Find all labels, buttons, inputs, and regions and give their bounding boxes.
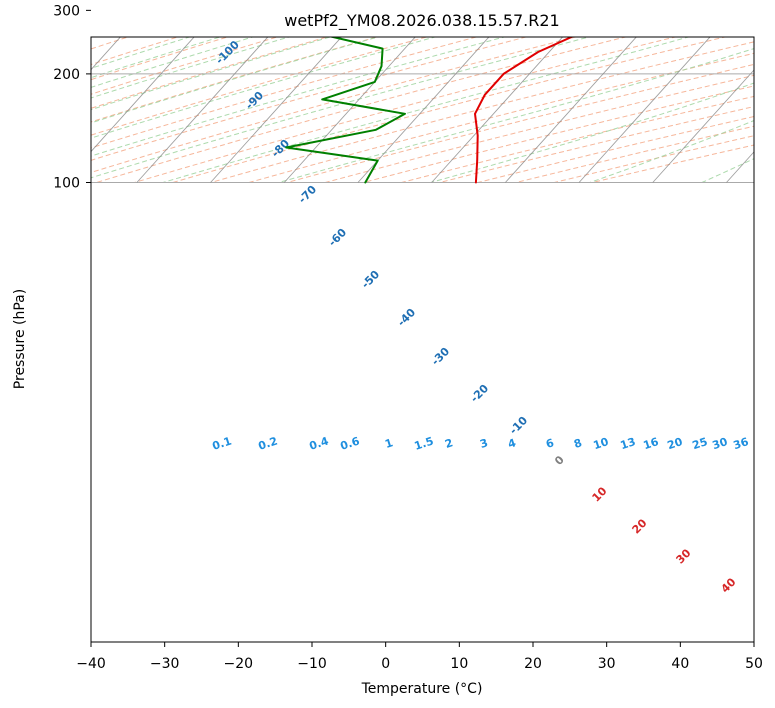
chart-title: wetPf2_YM08.2026.038.15.57.R21 [284, 11, 559, 31]
isotherm [136, 37, 269, 183]
moist-adiabat [91, 37, 591, 179]
mixing-ratio-label: 0.2 [257, 434, 280, 452]
mixing-ratio-label: 0.4 [308, 434, 331, 452]
x-tick-label: 0 [381, 656, 390, 672]
x-tick-label: 40 [671, 656, 689, 672]
x-tick-label: −40 [76, 656, 106, 672]
mixing-ratio-label: 10 [592, 435, 611, 452]
mixing-ratio-label: 36 [732, 435, 751, 452]
mixing-ratio-label: 0.1 [211, 434, 234, 452]
moist-adiabat [91, 37, 380, 124]
mixing-ratio-label: 1 [383, 436, 394, 451]
isotherm [505, 37, 637, 183]
isotherm [357, 37, 490, 183]
x-axis-label: Temperature (°C) [361, 681, 483, 697]
x-tick-label: −30 [150, 656, 180, 672]
mixing-ratio-label: 0.6 [339, 434, 362, 452]
mixing-ratio-label: 1.5 [413, 434, 436, 452]
mixing-ratio-label: 8 [572, 436, 583, 451]
moist-adiabat [91, 37, 437, 139]
temperature-profile [474, 37, 574, 184]
isotherm [283, 37, 416, 183]
x-tick-label: 30 [598, 656, 616, 672]
axes: −40−30−20−100102030405010020030040050060… [53, 3, 763, 672]
x-tick-label: −20 [224, 656, 254, 672]
isotherm [91, 37, 195, 153]
thermodynamic-background [91, 37, 754, 183]
y-tick-label: 200 [53, 67, 80, 83]
isotherm [210, 37, 343, 183]
mixing-ratio-label: 4 [506, 436, 518, 451]
y-tick-label: 100 [53, 176, 80, 192]
x-tick-label: 10 [450, 656, 468, 672]
moist-adiabat [91, 37, 255, 88]
x-tick-label: 50 [745, 656, 763, 672]
isotherm [652, 69, 754, 183]
plot-frame [90, 36, 755, 643]
mixing-ratio-label: 20 [666, 435, 685, 452]
mixing-ratio-label: 16 [642, 435, 661, 452]
dewpoint-profile [285, 37, 406, 184]
y-axis-label: Pressure (hPa) [12, 289, 28, 389]
mixing-ratio-label: 25 [691, 435, 710, 452]
x-tick-label: 20 [524, 656, 542, 672]
moist-adiabat [91, 37, 291, 99]
moist-adiabat [91, 37, 507, 157]
mixing-ratio-label: 13 [619, 435, 638, 452]
mixing-ratio-label: 3 [478, 436, 489, 451]
mixing-ratio-label: 6 [544, 436, 556, 451]
isotherm [578, 37, 711, 183]
isotherm [431, 37, 564, 183]
moist-adiabat [162, 37, 691, 183]
mixing-ratio-label: 2 [443, 436, 454, 451]
x-tick-label: −10 [297, 656, 327, 672]
sounding-profiles [285, 37, 574, 184]
mixing-ratio-label: 30 [711, 435, 730, 452]
y-tick-label: 300 [53, 3, 80, 19]
